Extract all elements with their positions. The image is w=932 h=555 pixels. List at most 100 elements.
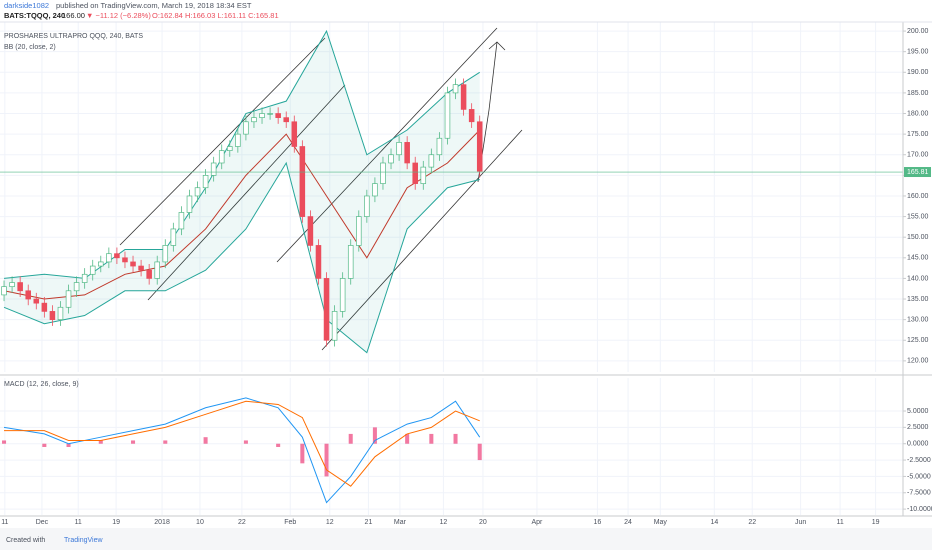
histogram-bar [66, 443, 71, 447]
y-tick-label: 155.00 [907, 213, 929, 220]
candle-body [428, 154, 435, 168]
candle-body [130, 261, 136, 267]
x-tick-label: Apr [532, 519, 544, 526]
candle-body [202, 175, 209, 189]
candle-body [243, 121, 249, 135]
y-tick-label: 185.00 [907, 90, 929, 97]
candle-body [154, 261, 160, 279]
candle-body [218, 150, 225, 164]
candle-body [372, 183, 378, 197]
candle-body [331, 311, 338, 341]
candle-body [73, 282, 80, 292]
candle-body [339, 278, 346, 312]
candle-body [267, 113, 273, 115]
candle-body [138, 265, 144, 271]
x-tick-label: 20 [479, 519, 487, 526]
y-tick-label: 125.00 [907, 337, 929, 344]
histogram-bar [348, 433, 353, 444]
candle-body [186, 195, 193, 213]
histogram-bar [429, 433, 434, 444]
candle-body [114, 253, 120, 259]
candle-body [81, 273, 88, 283]
histogram-bar [131, 440, 136, 444]
x-tick-label: 22 [238, 519, 246, 526]
candle-body [57, 306, 64, 320]
indicator-label: MACD (12, 26, close, 9) [4, 381, 79, 388]
author[interactable]: darkside1082 [4, 1, 49, 10]
candle-body [251, 117, 257, 123]
y-tick-label: 175.00 [907, 131, 929, 138]
x-tick-label: 11 [1, 519, 8, 526]
y-tick-label: 160.00 [907, 193, 929, 200]
candle-body [89, 265, 96, 275]
histogram-bar [276, 443, 281, 447]
last: 166.00 [62, 11, 85, 20]
trend-line [321, 129, 523, 351]
candle-body [283, 117, 289, 123]
y-tick-label: 180.00 [907, 110, 929, 117]
histogram-bar [453, 433, 458, 444]
candle-body [380, 162, 386, 184]
ohlc: O:162.84 H:166.03 L:161.11 C:165.81 [152, 11, 279, 20]
x-tick-label: 19 [872, 519, 880, 526]
x-tick-label: 12 [440, 519, 448, 526]
candle-body [210, 162, 217, 176]
macd-line [3, 397, 481, 504]
footer-brand[interactable]: TradingView [64, 537, 103, 544]
y-tick-label: 170.00 [907, 152, 929, 159]
histogram-bar [372, 427, 377, 444]
candle-body [194, 187, 201, 197]
y-tick-label: 5.0000 [907, 408, 929, 415]
histogram-bar [243, 440, 248, 444]
candle-body [388, 154, 394, 164]
candle-body [65, 290, 72, 308]
x-tick-label: 2018 [154, 519, 170, 526]
y-tick-label: 2.5000 [907, 424, 929, 431]
histogram-bar [203, 437, 208, 444]
bollinger-band [3, 161, 480, 354]
candle-body [436, 137, 443, 156]
y-tick-label: -2.5000 [907, 457, 931, 464]
candle-body [25, 290, 31, 300]
histogram-bar [405, 433, 410, 444]
candle-body [347, 245, 354, 279]
candle-body [396, 142, 402, 156]
y-tick-label: 200.00 [907, 28, 929, 35]
y-tick-label: 145.00 [907, 255, 929, 262]
x-tick-label: Feb [284, 519, 296, 526]
footer-bar [0, 528, 932, 550]
y-tick-label: 150.00 [907, 234, 929, 241]
y-tick-label: -5.0000 [907, 473, 931, 480]
x-tick-label: 19 [112, 519, 120, 526]
histogram-bar [98, 440, 103, 444]
trend-line [119, 37, 326, 246]
y-tick-label: 190.00 [907, 69, 929, 76]
band-fill [4, 31, 480, 353]
candle-body [452, 84, 459, 94]
y-tick-label: 120.00 [907, 358, 929, 365]
y-tick-label: -7.5000 [907, 490, 931, 497]
macd-line [4, 400, 480, 487]
x-tick-label: 14 [710, 519, 718, 526]
candle-body [146, 269, 152, 279]
grid-layer [0, 22, 903, 515]
indicator-label: BB (20, close, 2) [4, 44, 56, 51]
candle-body [98, 261, 104, 267]
histogram-bar [2, 440, 7, 444]
candle-body [468, 109, 475, 123]
published: published on TradingView.com, March 19, … [56, 1, 252, 10]
trend-line [276, 27, 498, 263]
histogram-bar [42, 443, 47, 447]
x-tick-label: Jun [795, 519, 806, 526]
y-tick-label: 140.00 [907, 275, 929, 282]
candle-body [41, 302, 48, 312]
x-tick-label: 10 [196, 519, 204, 526]
candle-body [476, 121, 483, 172]
candle-body [235, 133, 241, 147]
candle-body [33, 298, 40, 304]
histogram-bar [163, 440, 168, 444]
candle-body [1, 286, 7, 296]
candle-body [404, 142, 410, 164]
y-tick-label: 130.00 [907, 316, 929, 323]
